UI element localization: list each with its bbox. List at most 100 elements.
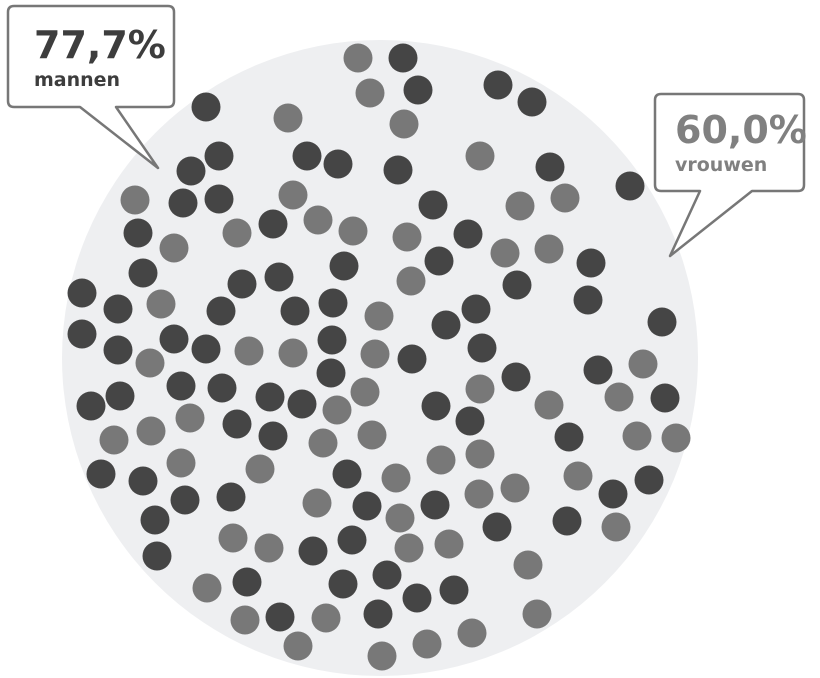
dot-dark	[264, 262, 294, 292]
dot-group	[67, 43, 691, 671]
dot-light	[322, 395, 352, 425]
dot-dark	[227, 269, 257, 299]
dot-light	[218, 523, 248, 553]
dot-light	[396, 266, 426, 296]
dot-dark	[439, 575, 469, 605]
dot-dark	[206, 296, 236, 326]
dot-dark	[204, 141, 234, 171]
dot-dark	[168, 188, 198, 218]
dot-light	[465, 439, 495, 469]
dot-dark	[650, 383, 680, 413]
dot-light	[513, 550, 543, 580]
dot-dark	[363, 599, 393, 629]
dot-light	[360, 339, 390, 369]
dot-dark	[258, 421, 288, 451]
dot-light	[254, 533, 284, 563]
dot-light	[604, 382, 634, 412]
dot-dark	[76, 391, 106, 421]
dot-light	[550, 183, 580, 213]
dot-dark	[128, 258, 158, 288]
dot-dark	[316, 358, 346, 388]
dot-dark	[420, 490, 450, 520]
dot-dark	[634, 465, 664, 495]
dot-light	[490, 238, 520, 268]
dot-light	[136, 416, 166, 446]
dot-dark	[191, 334, 221, 364]
dot-dark	[329, 251, 359, 281]
callout-women: 60,0% vrouwen	[653, 92, 807, 258]
dot-light	[245, 454, 275, 484]
dot-dark	[332, 459, 362, 489]
callout-women-bubble	[653, 92, 806, 258]
dot-dark	[583, 355, 613, 385]
dot-light	[166, 448, 196, 478]
dot-light	[622, 421, 652, 451]
dot-light	[385, 503, 415, 533]
callout-men-label: mannen	[34, 69, 120, 91]
callout-men-value: 77,7%	[34, 23, 166, 67]
dot-light	[222, 218, 252, 248]
dot-dark	[647, 307, 677, 337]
dot-dark	[142, 541, 172, 571]
dot-light	[601, 512, 631, 542]
dot-dark	[140, 505, 170, 535]
dot-dark	[453, 219, 483, 249]
dot-dark	[502, 270, 532, 300]
dot-light	[283, 631, 313, 661]
dot-dark	[573, 285, 603, 315]
dot-light	[505, 191, 535, 221]
dot-dark	[191, 92, 221, 122]
dot-dark	[403, 75, 433, 105]
dot-dark	[402, 583, 432, 613]
dot-light	[302, 488, 332, 518]
dot-dark	[598, 479, 628, 509]
dot-dark	[388, 43, 418, 73]
dot-dark	[280, 296, 310, 326]
dot-light	[628, 349, 658, 379]
dot-light	[389, 109, 419, 139]
callout-men: 77,7% mannen	[6, 4, 176, 170]
dot-dark	[265, 602, 295, 632]
dot-light	[661, 423, 691, 453]
dot-dark	[501, 362, 531, 392]
dot-light	[381, 463, 411, 493]
dot-light	[534, 390, 564, 420]
dot-light	[120, 185, 150, 215]
dot-light	[426, 445, 456, 475]
dot-light	[522, 599, 552, 629]
callout-women-value: 60,0%	[675, 108, 807, 152]
dot-dark	[255, 382, 285, 412]
dot-dark	[216, 482, 246, 512]
dot-dark	[328, 569, 358, 599]
dot-light	[357, 420, 387, 450]
dot-light	[464, 479, 494, 509]
dot-dark	[455, 406, 485, 436]
dot-dark	[86, 459, 116, 489]
dot-light	[364, 301, 394, 331]
dot-dark	[170, 485, 200, 515]
dot-dark	[298, 536, 328, 566]
dot-light	[343, 43, 373, 73]
dot-dark	[317, 325, 347, 355]
dot-dark	[123, 218, 153, 248]
dot-light	[99, 425, 129, 455]
dot-light	[234, 336, 264, 366]
dot-light	[355, 78, 385, 108]
dot-dark	[383, 155, 413, 185]
dot-light	[465, 141, 495, 171]
dot-light	[192, 573, 222, 603]
dot-dark	[103, 335, 133, 365]
dot-dark	[105, 381, 135, 411]
dot-light	[350, 377, 380, 407]
dot-dark	[323, 149, 353, 179]
dot-dark	[287, 389, 317, 419]
dot-dark	[159, 324, 189, 354]
dot-dark	[418, 190, 448, 220]
dot-dark	[431, 310, 461, 340]
dot-light	[311, 603, 341, 633]
dot-light	[278, 180, 308, 210]
dot-dark	[552, 506, 582, 536]
dot-dark	[67, 278, 97, 308]
callout-women-label: vrouwen	[675, 154, 767, 176]
dot-dark	[103, 294, 133, 324]
